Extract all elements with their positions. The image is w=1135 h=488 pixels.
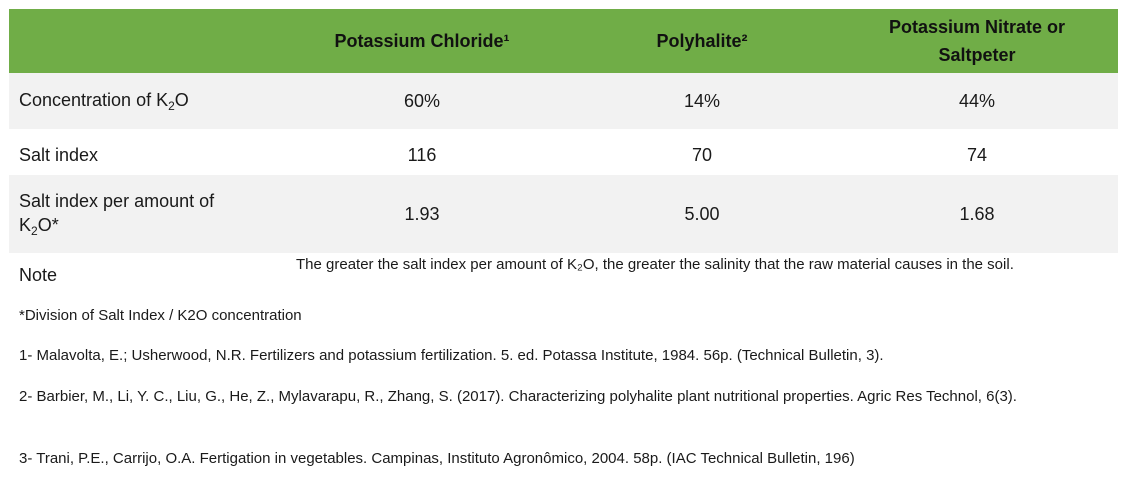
cell-salt-index-nitrate: 74 xyxy=(966,145,988,165)
table-row-salt-index: Salt index 116 70 74 xyxy=(9,135,1118,175)
reference-1: 1- Malavolta, E.; Usherwood, N.R. Fertil… xyxy=(19,347,884,364)
reference-2: 2- Barbier, M., Li, Y. C., Liu, G., He, … xyxy=(19,388,1017,405)
cell-concentration-nitrate: 44% xyxy=(958,91,996,111)
header-potassium-nitrate-line1: Potassium Nitrate or xyxy=(888,17,1066,37)
salt-index-per-k2o-subscript: 2 xyxy=(31,224,38,238)
cell-ratio-nitrate: 1.68 xyxy=(959,204,995,224)
note-text: The greater the salt index per amount of… xyxy=(296,256,1014,273)
concentration-label-prefix: Concentration of K xyxy=(19,90,169,110)
salt-index-per-k2o-line1: Salt index per amount of xyxy=(19,191,215,211)
cell-salt-index-polyhalite: 70 xyxy=(691,145,713,165)
cell-ratio-polyhalite: 5.00 xyxy=(684,204,720,224)
reference-3: 3- Trani, P.E., Carrijo, O.A. Fertigatio… xyxy=(19,450,855,467)
row-label-concentration-text: Concentration of K2O xyxy=(19,88,189,114)
header-potassium-nitrate-line2: Saltpeter xyxy=(938,45,1016,65)
header-potassium-chloride: Potassium Chloride¹ xyxy=(292,9,552,73)
cell-concentration-polyhalite: 14% xyxy=(683,91,721,111)
table-row-salt-index-per-k2o: Salt index per amount of K2O* 1.93 5.00 … xyxy=(9,175,1118,253)
header-potassium-nitrate: Potassium Nitrate or Saltpeter xyxy=(847,9,1107,73)
cell-salt-index-kcl: 116 xyxy=(407,145,437,165)
row-label-concentration: Concentration of K2O xyxy=(19,73,289,129)
table-header-row: Potassium Chloride¹ Polyhalite² Potassiu… xyxy=(9,9,1118,73)
row-label-salt-index: Salt index xyxy=(19,145,99,165)
header-potassium-nitrate-label: Potassium Nitrate or Saltpeter xyxy=(889,13,1065,69)
header-polyhalite-label: Polyhalite² xyxy=(656,31,748,51)
concentration-label-suffix: O xyxy=(174,90,189,110)
note-label: Note xyxy=(19,265,58,285)
table-row-concentration: Concentration of K2O 60% 14% 44% xyxy=(9,73,1118,129)
row-label-salt-index-per-k2o-text: Salt index per amount of K2O* xyxy=(19,189,214,239)
comparison-table: Potassium Chloride¹ Polyhalite² Potassiu… xyxy=(9,9,1118,253)
row-label-salt-index-per-k2o: Salt index per amount of K2O* xyxy=(19,175,289,253)
cell-concentration-kcl: 60% xyxy=(403,91,441,111)
salt-index-per-k2o-prefix: K xyxy=(19,215,32,235)
salt-index-per-k2o-suffix: O* xyxy=(37,215,59,235)
concentration-label-subscript: 2 xyxy=(168,99,175,113)
note-row: Note The greater the salt index per amou… xyxy=(9,249,1118,301)
header-polyhalite: Polyhalite² xyxy=(572,9,832,73)
header-potassium-chloride-label: Potassium Chloride¹ xyxy=(334,31,510,51)
footnote-asterisk: *Division of Salt Index / K2O concentrat… xyxy=(19,307,302,324)
cell-ratio-kcl: 1.93 xyxy=(404,204,440,224)
